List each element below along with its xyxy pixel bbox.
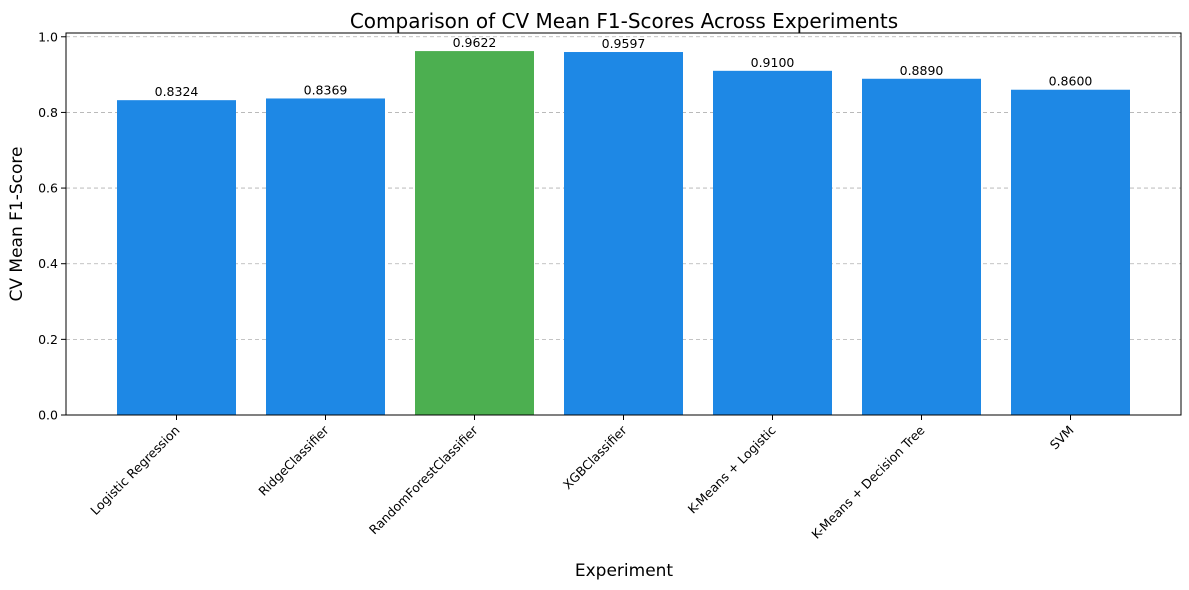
x-tick-label: Logistic Regression (87, 423, 182, 518)
bars (117, 51, 1130, 416)
y-tick-label: 0.0 (38, 408, 58, 423)
bar (713, 70, 832, 416)
y-tick-label: 1.0 (38, 29, 58, 44)
bar-value-label: 0.8890 (900, 63, 944, 78)
x-tick-label: SVM (1047, 423, 1077, 453)
x-axis-label: Experiment (575, 561, 674, 581)
y-grid (66, 36, 1181, 340)
bar-value-label: 0.8369 (304, 82, 348, 97)
y-tick-label: 0.6 (38, 181, 58, 196)
chart-title: Comparison of CV Mean F1-Scores Across E… (350, 9, 898, 33)
y-axis-ticks: 0.0 0.2 0.4 0.6 0.8 1.0 (38, 29, 66, 423)
x-tick-label: RandomForestClassifier (366, 422, 481, 537)
x-tick-label: K-Means + Decision Tree (808, 422, 927, 541)
bar-value-label: 0.9622 (453, 35, 497, 50)
bar (1011, 89, 1130, 416)
bar (564, 52, 683, 416)
value-labels: 0.8324 0.8369 0.9622 0.9597 0.9100 0.8890 0.86… (155, 35, 1093, 99)
bar (117, 100, 236, 416)
x-tick-label: RidgeClassifier (255, 422, 332, 499)
bar-value-label: 0.8324 (155, 84, 199, 99)
x-tick-label: K-Means + Logistic (685, 422, 779, 516)
x-axis-ticks: Logistic Regression RidgeClassifier Random… (87, 415, 1077, 542)
bar (415, 51, 534, 416)
y-axis-label: CV Mean F1-Score (7, 147, 27, 302)
bar-value-label: 0.9597 (602, 36, 646, 51)
bar (266, 98, 385, 415)
bar (862, 78, 981, 416)
x-tick-label: XGBClassifier (560, 422, 630, 492)
bar-value-label: 0.9100 (751, 55, 795, 70)
bar-value-label: 0.8600 (1049, 74, 1093, 89)
y-tick-label: 0.2 (38, 332, 58, 347)
y-tick-label: 0.4 (38, 256, 58, 271)
y-tick-label: 0.8 (38, 105, 58, 120)
